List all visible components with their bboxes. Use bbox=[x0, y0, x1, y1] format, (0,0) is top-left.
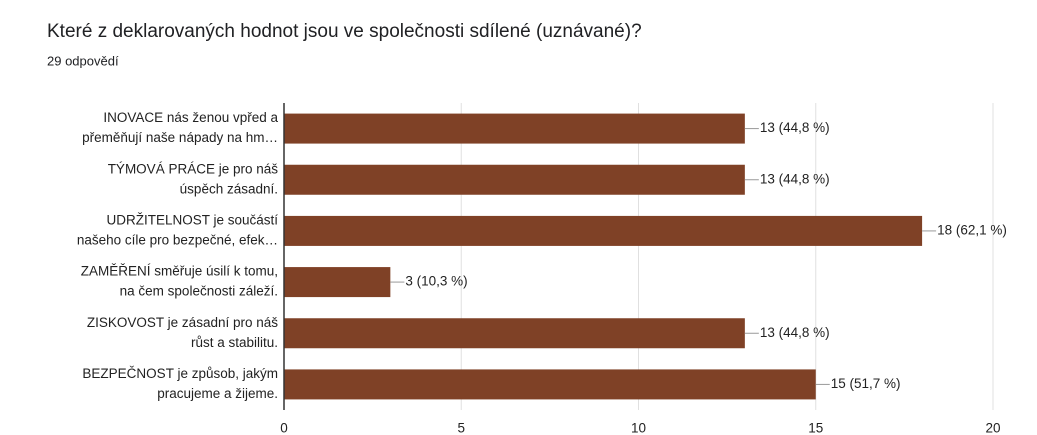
y-tick-label: BEZPEČNOST je způsob, jakým bbox=[82, 366, 278, 381]
value-label: 13 (44,8 %) bbox=[760, 325, 830, 340]
y-tick-label: růst a stabilitu. bbox=[191, 335, 278, 350]
y-tick-label: UDRŽITELNOST je součástí bbox=[106, 212, 278, 227]
value-label: 15 (51,7 %) bbox=[831, 376, 901, 391]
y-tick-label: na čem společnosti záleží. bbox=[120, 284, 278, 299]
bar bbox=[284, 369, 816, 400]
chart-title: Které z deklarovaných hodnot jsou ve spo… bbox=[47, 21, 642, 42]
bar bbox=[284, 267, 391, 298]
x-tick-label: 10 bbox=[631, 421, 646, 435]
chart-subtitle: 29 odpovědí bbox=[47, 53, 119, 68]
value-label: 3 (10,3 %) bbox=[405, 274, 467, 289]
x-tick-label: 5 bbox=[457, 421, 465, 435]
y-tick-label: pracujeme a žijeme. bbox=[157, 386, 278, 401]
y-tick-label: INOVACE nás ženou vpřed a bbox=[103, 110, 278, 125]
y-tick-label: přeměňují naše nápady na hm… bbox=[82, 130, 278, 145]
bar bbox=[284, 164, 745, 195]
x-tick-label: 0 bbox=[280, 421, 288, 435]
y-tick-label: úspěch zásadní. bbox=[180, 181, 278, 196]
x-tick-label: 20 bbox=[985, 421, 1000, 435]
x-tick-label: 15 bbox=[808, 421, 823, 435]
y-tick-label: ZISKOVOST je zásadní pro náš bbox=[87, 315, 278, 330]
bar bbox=[284, 318, 745, 349]
bar bbox=[284, 113, 745, 144]
y-tick-label: ZAMĚŘENÍ směřuje úsilí k tomu, bbox=[81, 264, 278, 279]
value-label: 13 (44,8 %) bbox=[760, 171, 830, 186]
value-label: 18 (62,1 %) bbox=[937, 222, 1007, 237]
y-tick-label: TÝMOVÁ PRÁCE je pro náš bbox=[108, 161, 279, 176]
y-tick-label: našeho cíle pro bezpečné, efek… bbox=[77, 232, 278, 247]
bar bbox=[284, 215, 923, 246]
value-label: 13 (44,8 %) bbox=[760, 120, 830, 135]
